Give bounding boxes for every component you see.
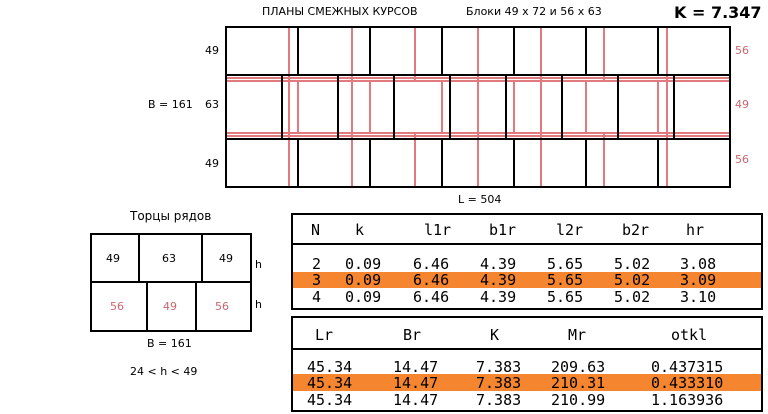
row-label-left-1: 49	[205, 44, 219, 57]
table-cell: 1.163936	[651, 391, 724, 409]
table-cell: 5.02	[614, 255, 651, 273]
table-cell: 2	[312, 255, 322, 273]
results-table-2: Lr Br K Mr otkl 45.34 14.47 7.383 209.63…	[291, 316, 763, 412]
table-cell: 4	[312, 288, 322, 306]
row-label-left-3: 49	[205, 157, 219, 170]
header-l1r: l1r	[424, 221, 452, 239]
row-label-right-3: 56	[735, 153, 749, 166]
end-top-2: 63	[162, 252, 176, 265]
header-hr: hr	[686, 221, 705, 239]
table-divider	[293, 243, 761, 245]
header-b1r: b1r	[489, 221, 517, 239]
black-course-lines	[225, 26, 731, 188]
table-cell: 45.34	[307, 358, 353, 376]
plan-title: ПЛАНЫ СМЕЖНЫХ КУРСОВ	[262, 5, 418, 18]
plan-width-label: B = 161	[148, 98, 193, 111]
row-ends-title: Торцы рядов	[130, 209, 212, 223]
header-lr: Lr	[315, 326, 334, 344]
table-cell: 0.09	[345, 288, 382, 306]
row-ends-panel: Торцы рядов 49 63 49 56 49 56 h h B = 16…	[80, 205, 280, 395]
table-cell: 7.383	[476, 358, 522, 376]
pink-course-lines	[226, 27, 730, 187]
blocks-label: Блоки 49 х 72 и 56 х 63	[466, 5, 602, 18]
end-bottom-3: 56	[215, 300, 229, 313]
table-cell: 0.437315	[651, 358, 724, 376]
table-cell: 4.39	[480, 255, 517, 273]
ends-width-label: B = 161	[147, 337, 192, 350]
header-otkl: otkl	[671, 326, 708, 344]
table-cell: 5.65	[547, 288, 584, 306]
table-cell: 3	[312, 271, 322, 289]
h-label-top: h	[255, 258, 262, 271]
table-cell: 210.31	[551, 374, 606, 392]
table-cell: 5.65	[547, 255, 584, 273]
table-cell: 14.47	[393, 391, 439, 409]
table-cell: 0.433310	[651, 374, 724, 392]
end-bottom-1: 56	[110, 300, 124, 313]
table-divider	[293, 348, 761, 350]
table-cell: 6.46	[413, 288, 450, 306]
table-cell: 5.02	[614, 288, 651, 306]
table-cell: 0.09	[345, 255, 382, 273]
header-br: Br	[403, 326, 422, 344]
table-cell: 45.34	[307, 391, 353, 409]
results-table-1: N k l1r b1r l2r b2r hr 2 0.09 6.46 4.39 …	[291, 213, 763, 310]
table-cell: 209.63	[551, 358, 606, 376]
header-n: N	[311, 221, 321, 239]
row-label-right-1: 56	[735, 44, 749, 57]
end-top-1: 49	[106, 252, 120, 265]
table-cell: 5.65	[547, 271, 584, 289]
height-constraint: 24 < h < 49	[130, 365, 198, 378]
row-label-right-2: 49	[735, 98, 749, 111]
header-mr: Mr	[568, 326, 587, 344]
highlight-row	[293, 272, 761, 288]
course-plan: 49 63 49 56 49 56 B = 161 L = 504	[148, 26, 749, 206]
table-cell: 14.47	[393, 358, 439, 376]
table-cell: 14.47	[393, 374, 439, 392]
end-bottom-2: 49	[163, 300, 177, 313]
row-label-left-2: 63	[205, 98, 219, 111]
table-cell: 3.10	[680, 288, 717, 306]
header-b2r: b2r	[622, 221, 650, 239]
table-cell: 7.383	[476, 391, 522, 409]
table-cell: 3.08	[680, 255, 717, 273]
table-cell: 5.02	[614, 271, 651, 289]
table-cell: 7.383	[476, 374, 522, 392]
k-value: K = 7.347	[674, 3, 762, 22]
h-label-bottom: h	[255, 298, 262, 311]
table-cell: 6.46	[413, 271, 450, 289]
table-cell: 6.46	[413, 255, 450, 273]
highlight-row	[293, 374, 761, 391]
plan-length-label: L = 504	[458, 193, 502, 206]
table-cell: 45.34	[307, 374, 353, 392]
plan-drawing	[225, 26, 731, 188]
header-l2r: l2r	[556, 221, 584, 239]
end-top-3: 49	[219, 252, 233, 265]
table-cell: 210.99	[551, 391, 606, 409]
table-cell: 3.09	[680, 271, 717, 289]
row-ends-drawing	[90, 233, 252, 332]
table-cell: 4.39	[480, 271, 517, 289]
table-cell: 0.09	[345, 271, 382, 289]
header-k: K	[490, 326, 500, 344]
header-k: k	[355, 221, 365, 239]
table-cell: 4.39	[480, 288, 517, 306]
